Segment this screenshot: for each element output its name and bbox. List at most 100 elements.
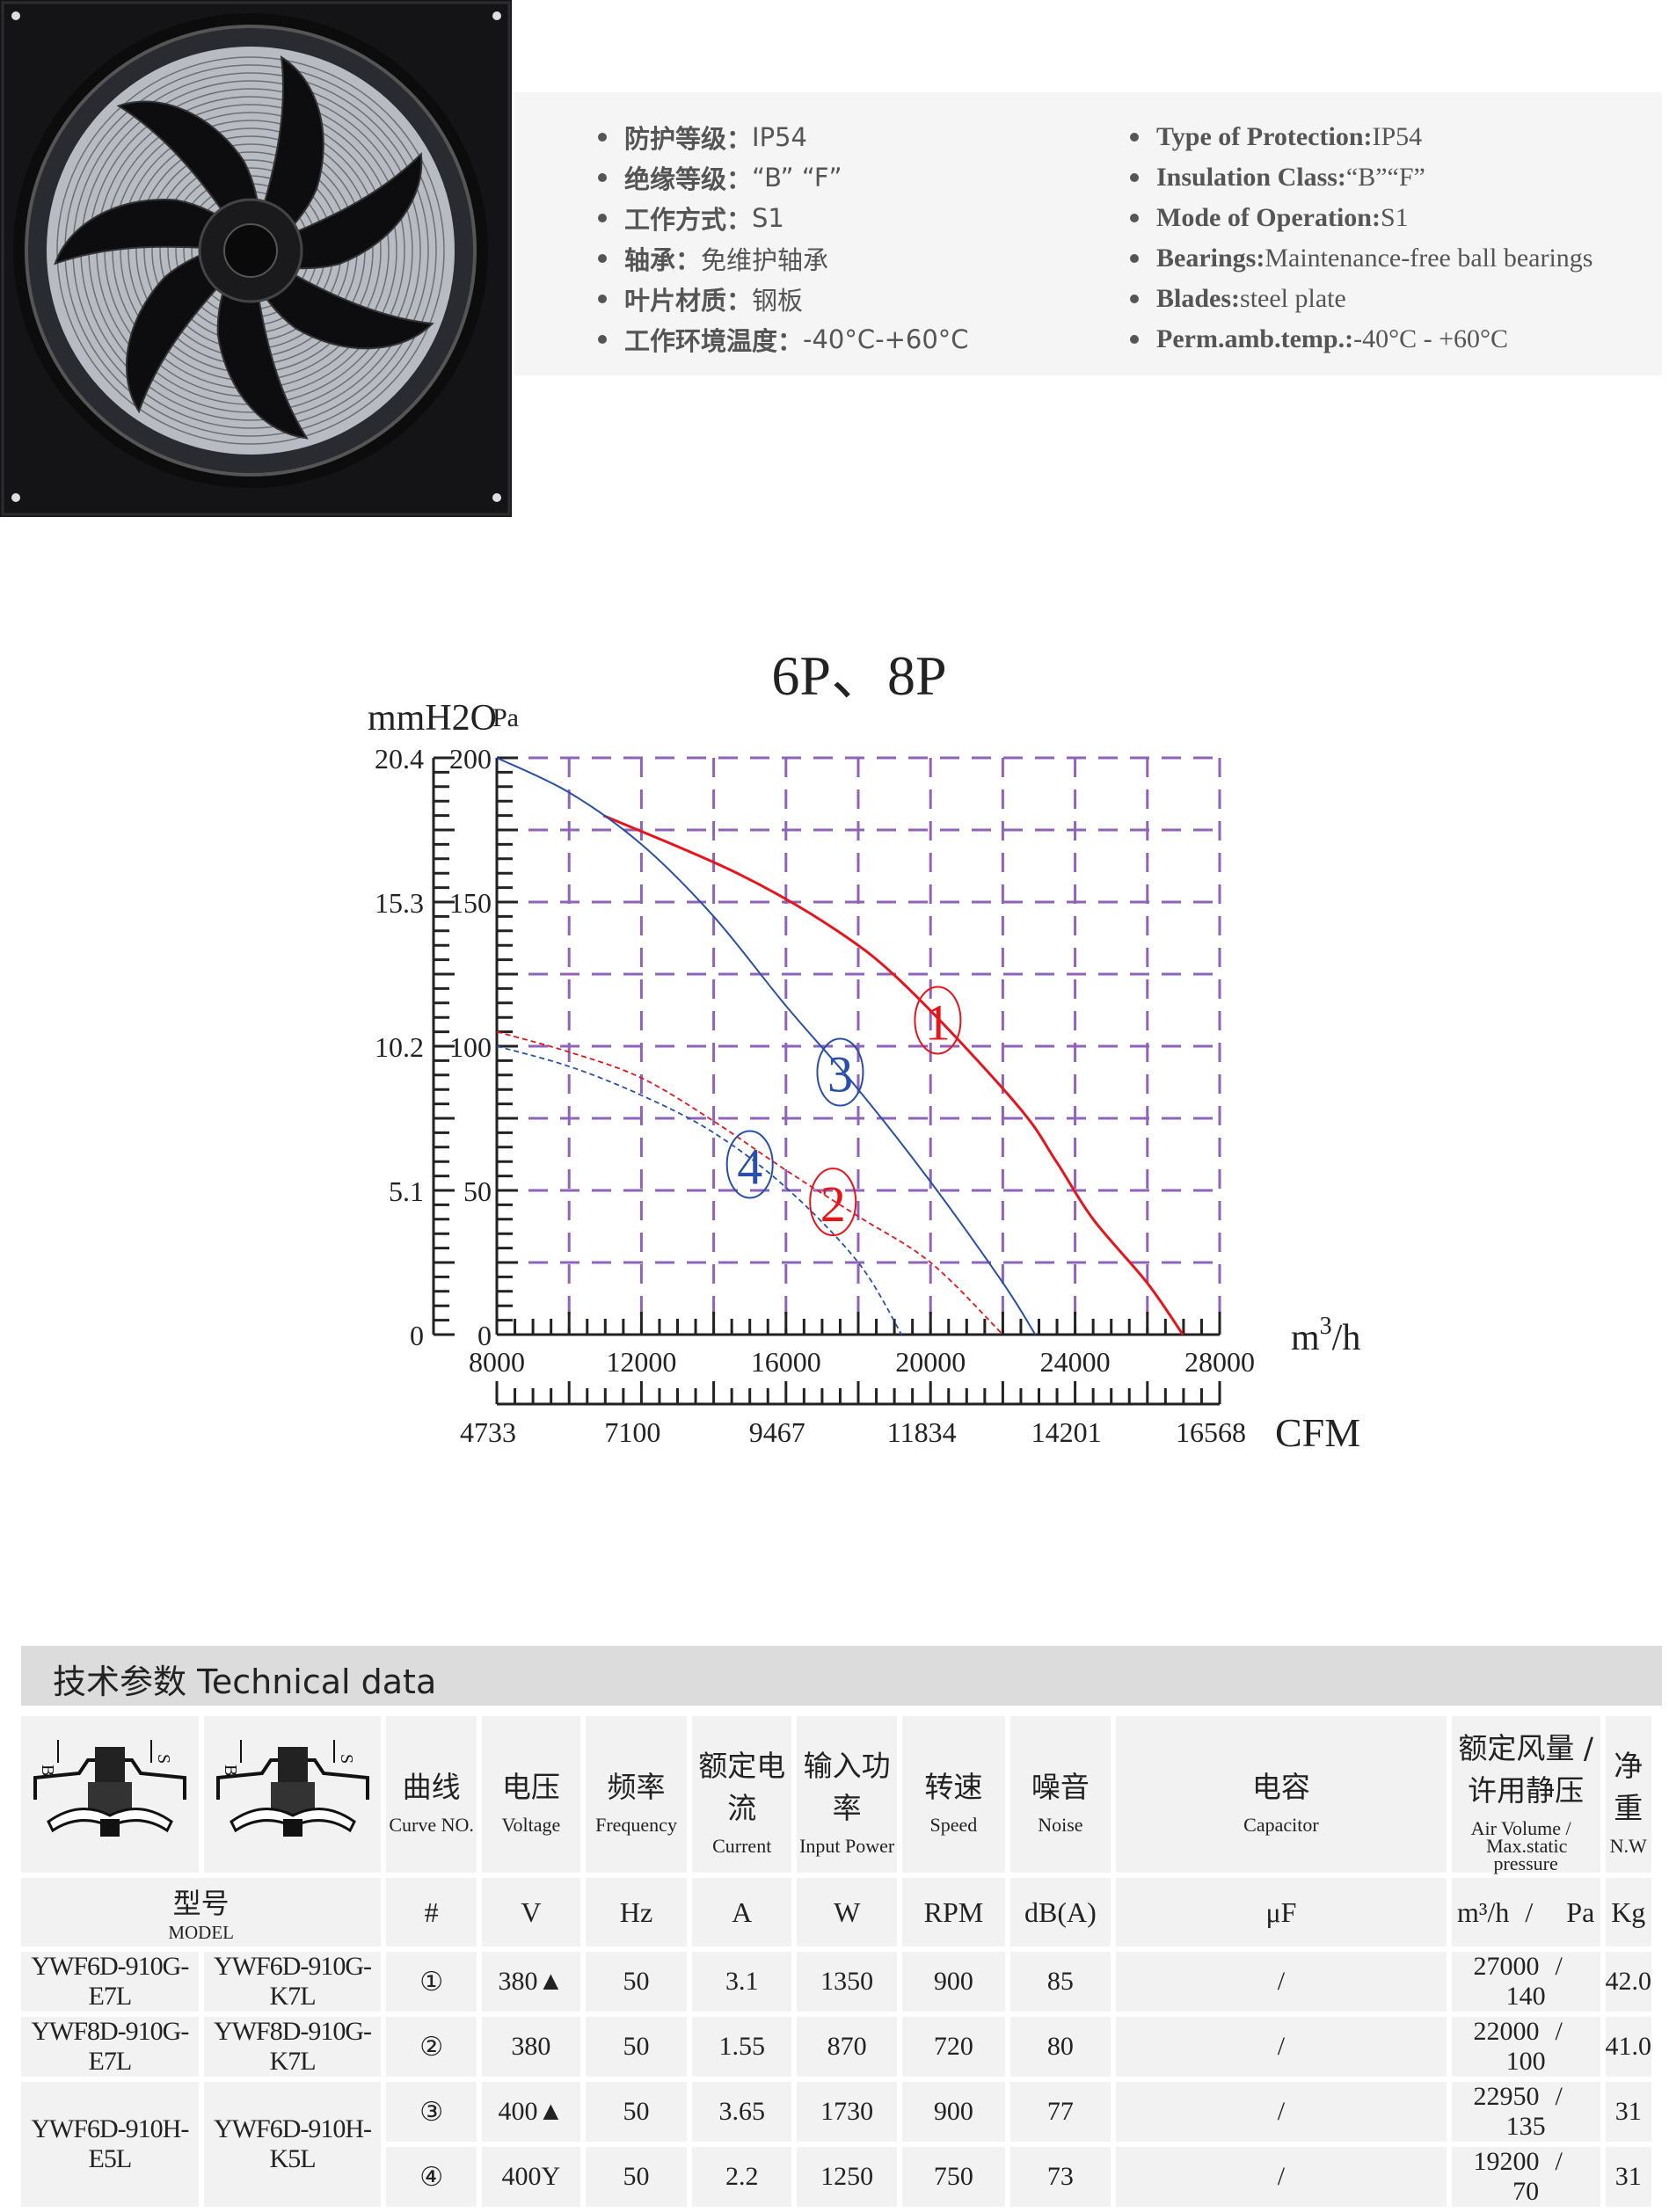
spec-value: 免维护轴承 (701, 245, 829, 275)
x-tick-label: 24000 (1040, 1346, 1111, 1378)
cell-weight: 41.0 (1605, 2017, 1651, 2077)
header-model: 型号 MODEL (21, 1878, 382, 1946)
cell-voltage: 380 (481, 2017, 580, 2077)
y-tick-label-mmh2o: 20.4 (375, 743, 424, 775)
bullet-icon (598, 335, 607, 344)
x-tick-label: 8000 (469, 1346, 525, 1378)
cell-cap: / (1116, 2147, 1447, 2207)
technical-data-title: 技术参数 Technical data (53, 1663, 437, 1701)
y-tick-label-mmh2o: 15.3 (375, 887, 424, 919)
cell-hz: 50 (585, 2147, 688, 2207)
cell-air-pressure: 27000/140 (1451, 1952, 1600, 2012)
svg-text:S: S (154, 1754, 173, 1764)
curve-label-circle (725, 1130, 774, 1199)
cell-curve: ② (386, 2017, 477, 2077)
spec-value: S1 (752, 203, 784, 233)
cell-power: 1350 (797, 1952, 898, 2012)
unit-power: W (797, 1878, 898, 1946)
curve-label-3: 3 (827, 1046, 853, 1103)
svg-text:S: S (337, 1754, 356, 1764)
table-row: YWF6D-910G-E7L YWF6D-910G-K7L ① 380▲ 50 3.1 13… (21, 1952, 1651, 2012)
spec-value: “B”“F” (1345, 163, 1425, 192)
unit-capacitor: μF (1116, 1878, 1447, 1946)
model-e: YWF6D-910G-E7L (21, 1952, 199, 2012)
spec-value: IP54 (752, 122, 807, 152)
header-noise: 噪音 Noise (1009, 1716, 1111, 1873)
spec-item: 工作环境温度： -40°C-+60°C (598, 319, 969, 360)
x-tick-label: 20000 (895, 1346, 966, 1378)
header-air-volume-pressure: 额定风量 / 许用静压 Air Volume / Max.static press… (1451, 1716, 1600, 1874)
spec-item: Insulation Class: “B”“F” (1130, 157, 1592, 198)
cell-noise: 80 (1009, 2017, 1111, 2077)
spec-value: S1 (1380, 203, 1409, 232)
unit-curve: # (386, 1878, 477, 1946)
bullet-icon (1130, 254, 1139, 263)
unit-weight: Kg (1605, 1878, 1651, 1946)
y-axis-label-mmh2o: mmH2O (368, 698, 497, 739)
bullet-icon (598, 254, 607, 263)
specs-chinese: 防护等级： IP54 绝缘等级： “B” “F” 工作方式： S1 轴承： 免维护轴承 … (598, 117, 969, 360)
header-capacitor: 电容 Capacitor (1116, 1716, 1447, 1873)
curve-label-circle (914, 986, 962, 1055)
svg-text:B: B (221, 1765, 240, 1776)
cell-noise: 77 (1009, 2082, 1111, 2142)
y-axis-label-pa: Pa (492, 703, 519, 732)
spec-item: 工作方式： S1 (598, 198, 969, 238)
specs-panel: 防护等级： IP54 绝缘等级： “B” “F” 工作方式： S1 轴承： 免维护轴承 … (514, 92, 1662, 375)
cell-air-pressure: 22950/135 (1451, 2082, 1600, 2142)
cell-rpm: 750 (902, 2147, 1005, 2207)
table-row: YWF6D-910H-E5L YWF6D-910H-K5L ③ 400▲ 50 3.65 1… (21, 2082, 1651, 2207)
cell-rpm: 720 (902, 2017, 1005, 2077)
header-curve: 曲线 Curve NO. (386, 1716, 477, 1873)
x-axis-label-cfm: CFM (1275, 1410, 1360, 1455)
model-k: YWF8D-910G-K7L (203, 2017, 382, 2077)
spec-value: steel plate (1240, 284, 1346, 313)
y-tick-label-mmh2o: 5.1 (389, 1175, 424, 1207)
y-tick-label-pa: 200 (449, 743, 492, 775)
spec-label: 叶片材质： (624, 286, 753, 316)
cell-rpm: 900 (902, 2082, 1005, 2142)
spec-label: Mode of Operation: (1156, 203, 1381, 232)
spec-label: 防护等级： (624, 124, 753, 154)
model-k: YWF6D-910H-K5L (203, 2082, 382, 2207)
bullet-icon (598, 133, 607, 142)
curve-label-circle (809, 1168, 857, 1237)
unit-noise: dB(A) (1009, 1878, 1111, 1946)
cell-cap: / (1116, 2017, 1447, 2077)
bullet-icon (1130, 133, 1139, 142)
spec-item: Perm.amb.temp.: -40°C - +60°C (1130, 319, 1592, 360)
cell-noise: 85 (1009, 1952, 1111, 2012)
spec-value: -40°C - +60°C (1353, 324, 1509, 353)
cell-weight: 31 (1605, 2082, 1651, 2142)
x-tick-label-cfm: 7100 (604, 1416, 660, 1448)
bullet-icon (1130, 335, 1139, 344)
unit-current: A (692, 1878, 792, 1946)
cell-rpm: 900 (902, 1952, 1005, 2012)
model-k: YWF6D-910G-K7L (203, 1952, 382, 2012)
chart-title: 6P、8P (771, 644, 946, 707)
cell-curve: ③ (386, 2082, 477, 2142)
cell-curve: ① (386, 1952, 477, 2012)
curve-2 (496, 1030, 1004, 1335)
cell-hz: 50 (585, 2082, 688, 2142)
unit-speed: RPM (902, 1878, 1005, 1946)
cell-current: 2.2 (692, 2147, 792, 2207)
header-current: 额定电流 Current (692, 1716, 792, 1873)
motor-mounting-diagram-icon: BS (33, 1740, 186, 1837)
bullet-icon (1130, 214, 1139, 222)
table-units-row: 型号 MODEL # V Hz A W RPM dB(A) μF m³/h / Pa … (21, 1878, 1651, 1946)
spec-label: 工作方式： (624, 205, 753, 235)
spec-value: Maintenance-free ball bearings (1265, 244, 1593, 273)
curve-label-1: 1 (925, 993, 951, 1051)
axial-fan-product-image (0, 0, 512, 517)
spec-label: Blades: (1156, 284, 1241, 313)
curve-label-circle (816, 1037, 864, 1107)
header-input-power: 输入功率 Input Power (797, 1716, 898, 1873)
table-row: YWF8D-910G-E7L YWF8D-910G-K7L ② 380 50 1.55 87… (21, 2017, 1651, 2077)
cell-hz: 50 (585, 2017, 688, 2077)
technical-data-header: 技术参数 Technical data (21, 1646, 1662, 1706)
svg-text:B: B (38, 1765, 57, 1776)
